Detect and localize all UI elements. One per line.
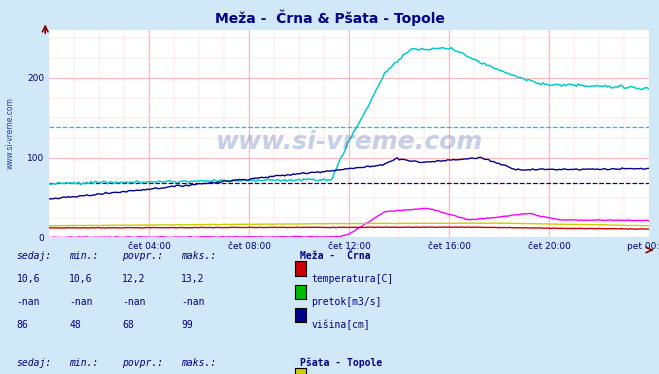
Text: -nan: -nan <box>181 297 205 307</box>
Text: min.:: min.: <box>69 358 99 368</box>
Text: Pšata - Topole: Pšata - Topole <box>300 358 382 368</box>
Text: maks.:: maks.: <box>181 251 216 261</box>
Text: 13,2: 13,2 <box>181 274 205 284</box>
Text: www.si-vreme.com: www.si-vreme.com <box>215 130 483 154</box>
Text: -nan: -nan <box>122 297 146 307</box>
Text: povpr.:: povpr.: <box>122 358 163 368</box>
Text: 68: 68 <box>122 320 134 330</box>
Text: maks.:: maks.: <box>181 358 216 368</box>
Text: www.si-vreme.com: www.si-vreme.com <box>5 97 14 169</box>
Text: višina[cm]: višina[cm] <box>311 320 370 331</box>
Text: 10,6: 10,6 <box>16 274 40 284</box>
Text: povpr.:: povpr.: <box>122 251 163 261</box>
Text: sedaj:: sedaj: <box>16 358 51 368</box>
Text: -nan: -nan <box>16 297 40 307</box>
Text: pretok[m3/s]: pretok[m3/s] <box>311 297 382 307</box>
Text: Meža -  Črna: Meža - Črna <box>300 251 370 261</box>
Text: 10,6: 10,6 <box>69 274 93 284</box>
Text: min.:: min.: <box>69 251 99 261</box>
Text: temperatura[C]: temperatura[C] <box>311 274 393 284</box>
Text: 12,2: 12,2 <box>122 274 146 284</box>
Text: 99: 99 <box>181 320 193 330</box>
Text: sedaj:: sedaj: <box>16 251 51 261</box>
Text: Meža -  Črna & Pšata - Topole: Meža - Črna & Pšata - Topole <box>215 9 444 26</box>
Text: 48: 48 <box>69 320 81 330</box>
Text: -nan: -nan <box>69 297 93 307</box>
Text: 86: 86 <box>16 320 28 330</box>
